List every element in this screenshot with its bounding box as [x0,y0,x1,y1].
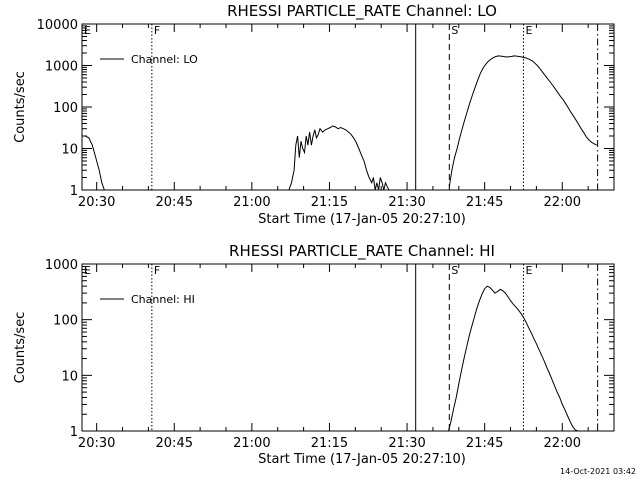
plot-frame [81,263,615,432]
y-tick-label: 1 [70,425,78,440]
x-tick-label: 22:00 [544,195,581,210]
series-line-segment [448,55,598,187]
event-marker-label: E [84,264,91,277]
x-tick-label: 21:30 [388,195,425,210]
x-tick-label: 20:30 [78,436,115,451]
x-tick-label: 20:30 [78,195,115,210]
event-marker-label: F [154,24,160,37]
x-tick-label: 20:45 [156,195,193,210]
footer-timestamp: 14-Oct-2021 03:42 [560,467,636,476]
event-marker-label: S [451,24,458,37]
y-tick-label: 1000 [45,60,78,75]
series-line-segment [288,125,390,190]
x-tick-label: 21:15 [311,436,348,451]
event-marker-label: E [525,264,532,277]
x-tick-label: 22:00 [544,436,581,451]
series-line-segment [448,285,579,431]
y-tick-label: 100 [53,314,78,329]
y-tick-label: 1000 [45,258,78,273]
series-line-segment [82,135,105,190]
chart-title: RHESSI PARTICLE_RATE Channel: HI [229,242,495,261]
legend-entry: Channel: LO [131,53,198,66]
x-axis-label: Start Time (17-Jan-05 20:27:10) [258,452,466,467]
event-marker-label: S [451,264,458,277]
y-tick-label: 10 [61,143,78,158]
x-tick-label: 21:00 [233,436,270,451]
x-tick-label: 21:15 [311,195,348,210]
y-axis-label: Counts/sec [13,312,28,384]
x-tick-label: 20:45 [156,436,193,451]
y-tick-label: 1 [70,184,78,199]
x-tick-label: 21:00 [233,195,270,210]
chart-title: RHESSI PARTICLE_RATE Channel: LO [227,2,497,21]
y-axis-label: Counts/sec [13,71,28,143]
x-tick-label: 21:30 [388,436,425,451]
event-marker-label: E [84,24,91,37]
y-tick-label: 100 [53,101,78,116]
x-tick-label: 21:45 [466,436,503,451]
plot-frame [81,23,615,191]
y-tick-label: 10 [61,369,78,384]
event-marker-label: F [154,264,160,277]
y-tick-label: 10000 [37,18,78,33]
event-marker-label: E [525,24,532,37]
x-axis-label: Start Time (17-Jan-05 20:27:10) [258,212,466,227]
legend-entry: Channel: HI [131,293,195,306]
x-tick-label: 21:45 [466,195,503,210]
